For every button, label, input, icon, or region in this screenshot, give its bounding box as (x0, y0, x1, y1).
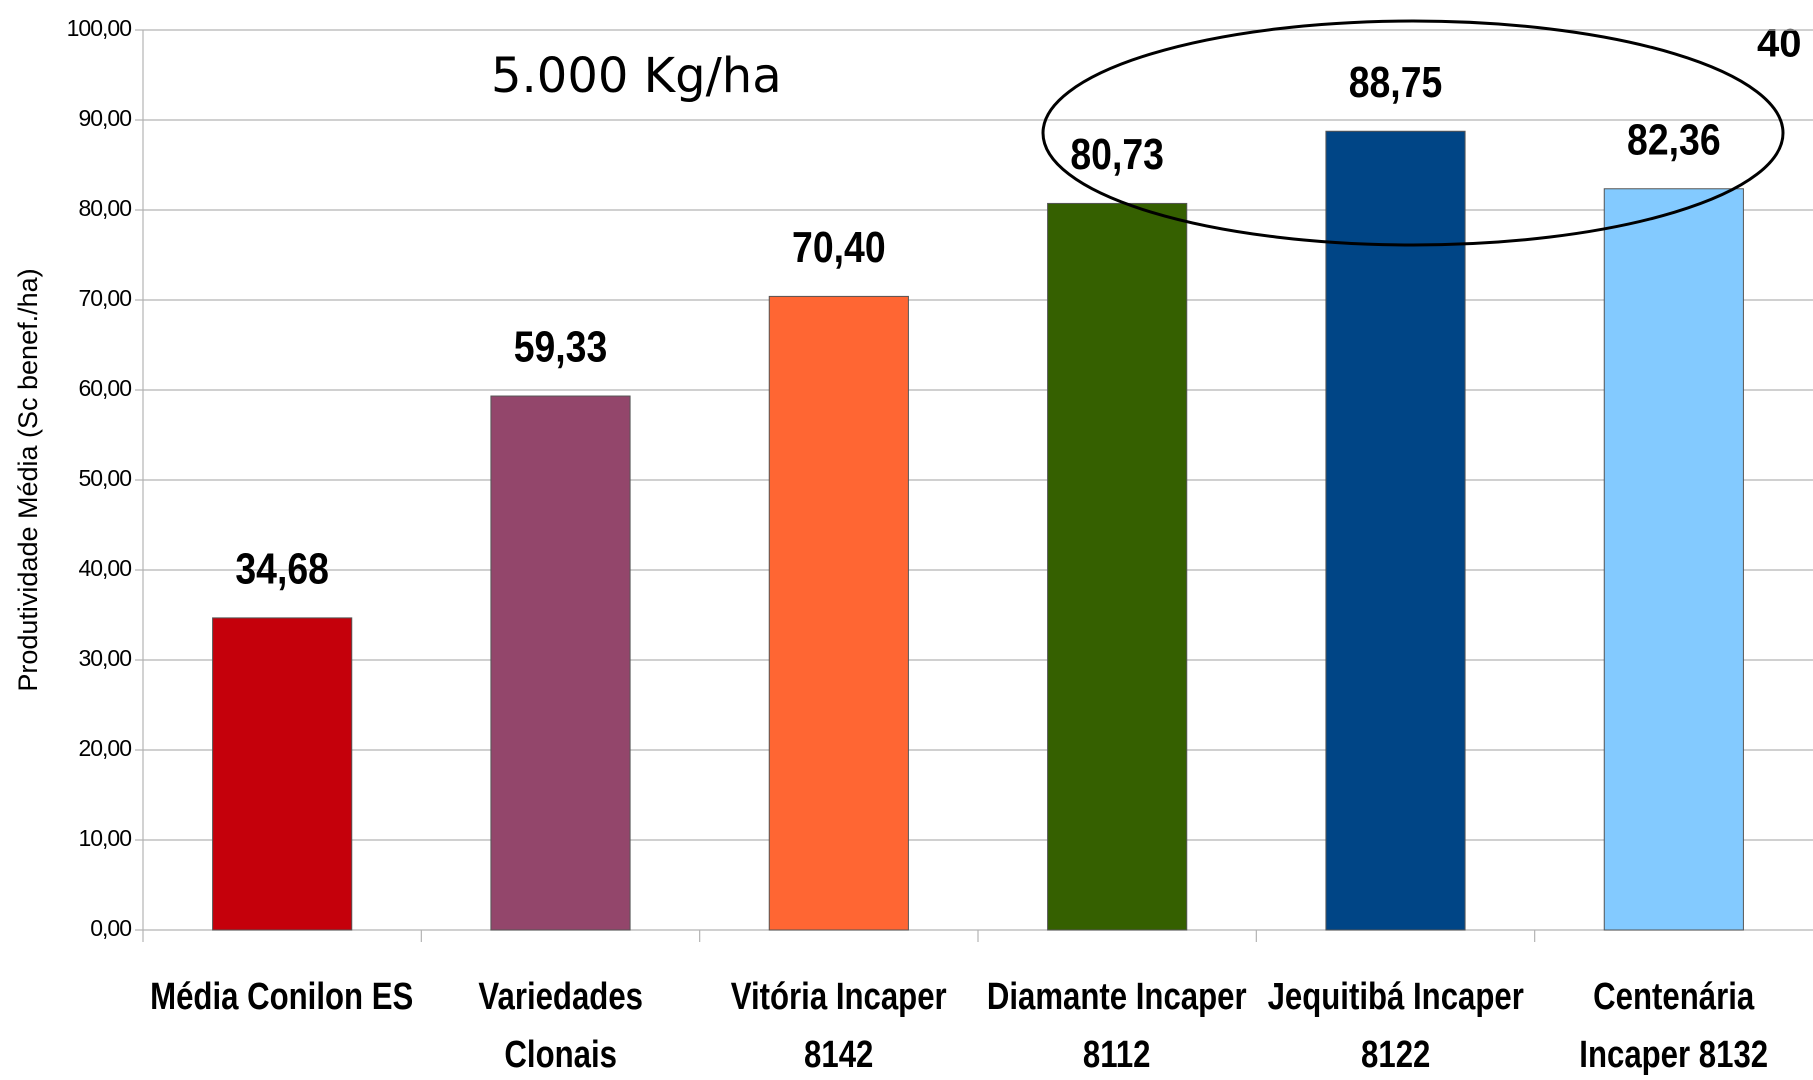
y-tick-label: 80,00 (78, 195, 131, 221)
x-tick-label: Vitória Incaper 8142 (730, 976, 947, 1076)
x-tick-label: Média Conilon ES (150, 976, 414, 1018)
bar (1603, 188, 1744, 931)
annotation: 40 (1757, 22, 1802, 66)
y-tick-label: 40,00 (78, 555, 131, 581)
y-tick-label: 90,00 (78, 105, 131, 131)
y-tick-label: 70,00 (78, 285, 131, 311)
bar (1325, 130, 1466, 931)
value-label: 34,68 (235, 544, 329, 594)
bar (1047, 202, 1188, 931)
bar (768, 295, 909, 931)
x-tick-label: Centenária Incaper 8132 (1579, 976, 1769, 1076)
y-tick-label: 50,00 (78, 465, 131, 491)
highlight-ellipse (1041, 19, 1785, 247)
value-label: 59,33 (514, 322, 608, 372)
bar (490, 395, 631, 931)
value-label: 80,73 (1070, 129, 1164, 179)
grid (135, 29, 1813, 931)
y-tick-label: 20,00 (78, 735, 131, 761)
bar (212, 617, 353, 931)
y-tick-label: 0,00 (90, 915, 131, 941)
y-axis-title: Produtividade Média (Sc benef./ha) (13, 268, 43, 691)
x-tick-label: Diamante Incaper 8112 (987, 976, 1248, 1076)
value-label: 88,75 (1349, 57, 1443, 107)
y-tick-label: 60,00 (78, 375, 131, 401)
y-tick-label: 30,00 (78, 645, 131, 671)
annotation: 5.000 Kg/ha (491, 48, 782, 104)
value-label: 70,40 (792, 222, 886, 272)
value-label: 82,36 (1627, 115, 1721, 165)
y-tick-label: 10,00 (78, 825, 131, 851)
x-tick-label: Variedades Clonais (478, 976, 643, 1076)
y-tick-label: 100,00 (67, 15, 132, 41)
x-tick-label: Jequitibá Incaper 8122 (1267, 976, 1524, 1076)
